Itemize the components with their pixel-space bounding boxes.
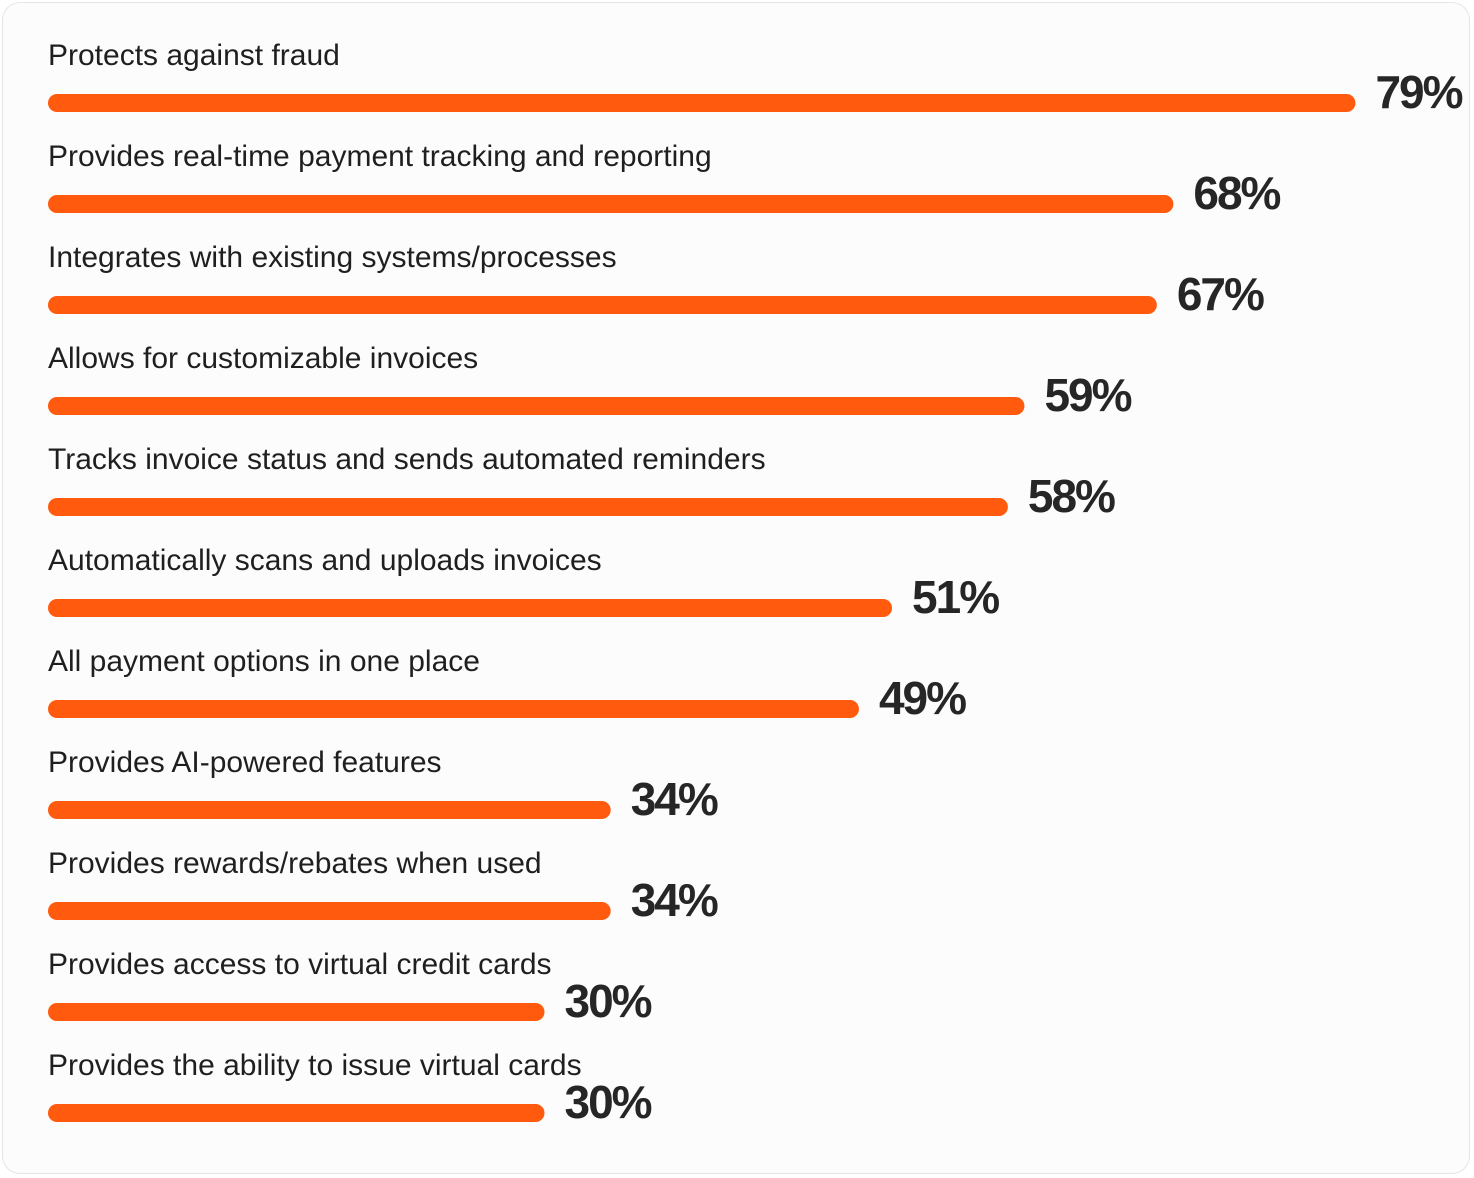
value-label: 34% — [631, 874, 718, 926]
value-label: 30% — [565, 975, 652, 1027]
value-label: 49% — [879, 672, 966, 724]
bar — [48, 498, 1008, 516]
bar — [48, 599, 893, 617]
category-label: Provides the ability to issue virtual ca… — [48, 1049, 582, 1082]
value-label: 58% — [1028, 470, 1115, 522]
category-label: Provides access to virtual credit cards — [48, 948, 552, 981]
value-label: 68% — [1193, 167, 1280, 219]
category-label: Provides rewards/rebates when used — [48, 847, 542, 880]
bar — [48, 1104, 545, 1122]
bar — [48, 1003, 545, 1021]
category-label: Integrates with existing systems/process… — [48, 241, 617, 274]
bar — [48, 902, 611, 920]
value-label: 30% — [565, 1076, 652, 1128]
bar — [48, 195, 1174, 213]
bar — [48, 296, 1157, 314]
value-label: 67% — [1177, 268, 1264, 320]
bar — [48, 801, 611, 819]
value-label: 34% — [631, 773, 718, 825]
value-label: 59% — [1044, 369, 1131, 421]
value-label: 51% — [912, 571, 999, 623]
bar — [48, 700, 859, 718]
bar — [48, 94, 1356, 112]
bar — [48, 397, 1025, 415]
category-label: Tracks invoice status and sends automate… — [48, 443, 766, 476]
category-label: Automatically scans and uploads invoices — [48, 544, 602, 577]
category-label: Provides AI-powered features — [48, 746, 442, 779]
category-label: Protects against fraud — [48, 39, 340, 72]
category-label: Allows for customizable invoices — [48, 342, 478, 375]
category-label: Provides real-time payment tracking and … — [48, 140, 712, 173]
value-label: 79% — [1375, 66, 1462, 118]
category-label: All payment options in one place — [48, 645, 480, 678]
